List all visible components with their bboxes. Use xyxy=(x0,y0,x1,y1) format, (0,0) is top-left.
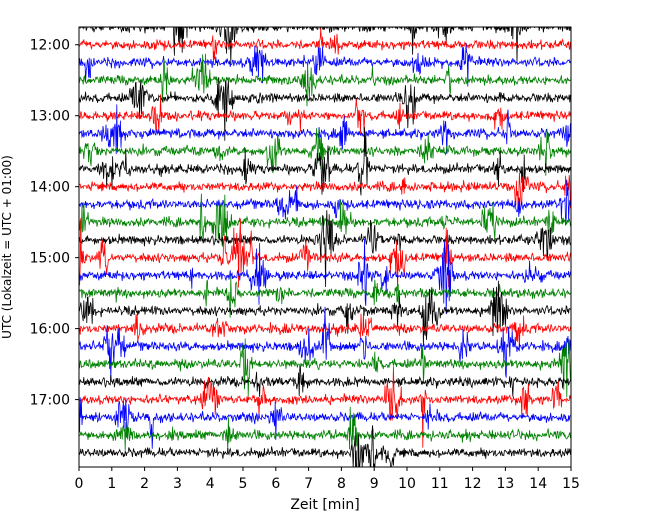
x-tick-label: 11 xyxy=(431,476,449,492)
x-tick-label: 7 xyxy=(304,476,313,492)
trace-10 xyxy=(79,179,571,226)
trace-6 xyxy=(79,104,571,155)
x-tick-label: 9 xyxy=(370,476,379,492)
plot-frame xyxy=(78,26,572,468)
trace-21 xyxy=(79,366,571,448)
y-tick-label: 17:00 xyxy=(30,393,70,409)
y-tick-label: 13:00 xyxy=(30,109,70,125)
x-tick-label: 0 xyxy=(75,476,84,492)
trace-20 xyxy=(79,366,571,397)
trace-15 xyxy=(79,276,571,318)
x-tick-label: 13 xyxy=(496,476,514,492)
x-axis-label: Zeit [min] xyxy=(290,497,359,513)
x-axis-ticks: 0 1 2 3 4 5 6 7 8 9 10 11 12 13 14 15 xyxy=(75,467,580,492)
x-tick-label: 15 xyxy=(562,476,580,492)
x-tick-label: 3 xyxy=(173,476,182,492)
x-tick-label: 4 xyxy=(206,476,215,492)
trace-23 xyxy=(79,406,571,460)
trace-12 xyxy=(79,210,571,288)
y-axis-label: UTC (Lokalzeit = UTC + 01:00) xyxy=(0,155,14,339)
trace-3 xyxy=(79,53,571,107)
trace-14 xyxy=(79,238,571,315)
y-tick-label: 12:00 xyxy=(30,38,70,54)
x-tick-label: 5 xyxy=(239,476,248,492)
trace-2 xyxy=(79,43,571,87)
trace-5 xyxy=(79,94,571,134)
trace-9 xyxy=(79,172,571,209)
x-tick-label: 14 xyxy=(529,476,547,492)
x-tick-label: 6 xyxy=(271,476,280,492)
trace-1 xyxy=(79,27,571,63)
trace-19 xyxy=(79,338,571,398)
trace-22 xyxy=(79,397,571,449)
trace-0 xyxy=(79,27,571,65)
seismic-traces xyxy=(79,27,571,467)
trace-18 xyxy=(79,306,571,381)
x-tick-label: 2 xyxy=(140,476,149,492)
y-tick-label: 16:00 xyxy=(30,322,70,338)
y-tick-label: 15:00 xyxy=(30,251,70,267)
trace-7 xyxy=(79,128,571,176)
trace-11 xyxy=(79,193,571,247)
x-tick-label: 1 xyxy=(107,476,116,492)
trace-8 xyxy=(79,127,571,196)
x-tick-label: 8 xyxy=(337,476,346,492)
trace-24 xyxy=(79,425,571,467)
x-tick-label: 10 xyxy=(398,476,416,492)
x-tick-label: 12 xyxy=(464,476,482,492)
y-axis-ticks: 12:00 13:00 14:00 15:00 16:00 17:00 xyxy=(30,38,79,409)
trace-13 xyxy=(79,218,571,292)
y-tick-label: 14:00 xyxy=(30,180,70,196)
